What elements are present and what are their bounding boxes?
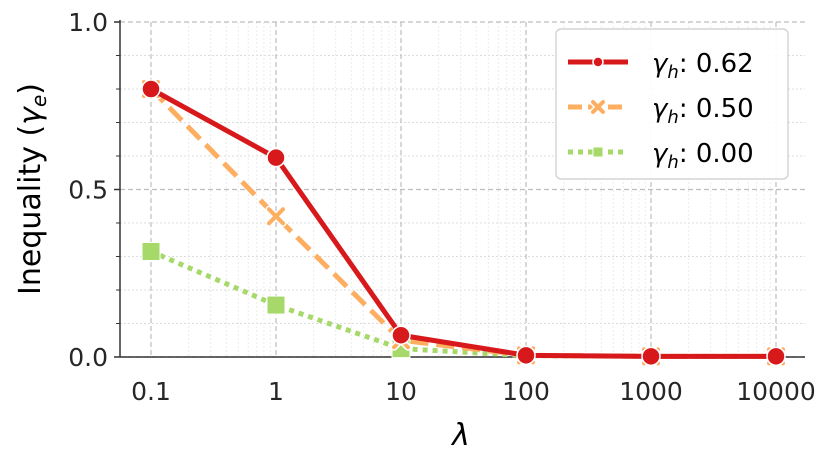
data-point	[266, 147, 286, 168]
data-point	[265, 205, 287, 227]
legend-entry-1: γh: 0.50	[568, 94, 754, 128]
series-0	[141, 79, 786, 367]
x-marker-stroke	[591, 100, 605, 114]
y-tick-label: 0.5	[68, 176, 108, 205]
series-line	[150, 249, 776, 359]
x-tick-label: 1000	[619, 377, 683, 406]
data-point	[516, 345, 536, 366]
legend-box	[555, 28, 789, 180]
y-axis-label: Inequality (γe)	[13, 83, 51, 295]
data-point	[266, 295, 286, 315]
x-tick-label: 10000	[736, 377, 816, 406]
x-tick-label: 100	[502, 377, 550, 406]
data-point	[391, 325, 411, 345]
x-tick-label: 0.1	[131, 377, 171, 406]
legend: γh: 0.62 γh: 0.50 γh: 0.00	[555, 28, 789, 180]
y-tick-label: 1.0	[68, 8, 108, 37]
legend-marker	[592, 146, 604, 158]
legend-marker	[592, 56, 604, 68]
legend-label: γh: 0.50	[652, 94, 754, 128]
x-axis-label: λ	[450, 418, 470, 453]
tick-labels: 0.0 0.5 1.0 0.1 1 10 100 1000 10000	[68, 8, 816, 406]
legend-entry-0: γh: 0.62	[568, 49, 754, 83]
data-point	[141, 79, 161, 99]
legend-entry-2: γh: 0.00	[568, 139, 754, 173]
series-layer	[140, 78, 787, 367]
y-axis-label-suffix: )	[13, 83, 48, 95]
x-tick-label: 1	[268, 377, 284, 406]
y-axis-label-prefix: Inequality (	[13, 125, 48, 295]
x-marker-stroke	[267, 207, 285, 226]
y-tick-label: 0.0	[68, 343, 108, 372]
legend-label: γh: 0.62	[652, 49, 754, 83]
y-axis-label-symbol: γ	[13, 105, 48, 125]
x-tick-label: 10	[385, 377, 417, 406]
data-point	[141, 241, 161, 261]
data-point	[641, 346, 661, 367]
legend-label: γh: 0.00	[652, 139, 754, 173]
legend-marker	[589, 98, 607, 116]
data-point	[766, 346, 786, 367]
series-line	[149, 86, 776, 359]
y-axis-label-sub: e	[27, 95, 51, 107]
